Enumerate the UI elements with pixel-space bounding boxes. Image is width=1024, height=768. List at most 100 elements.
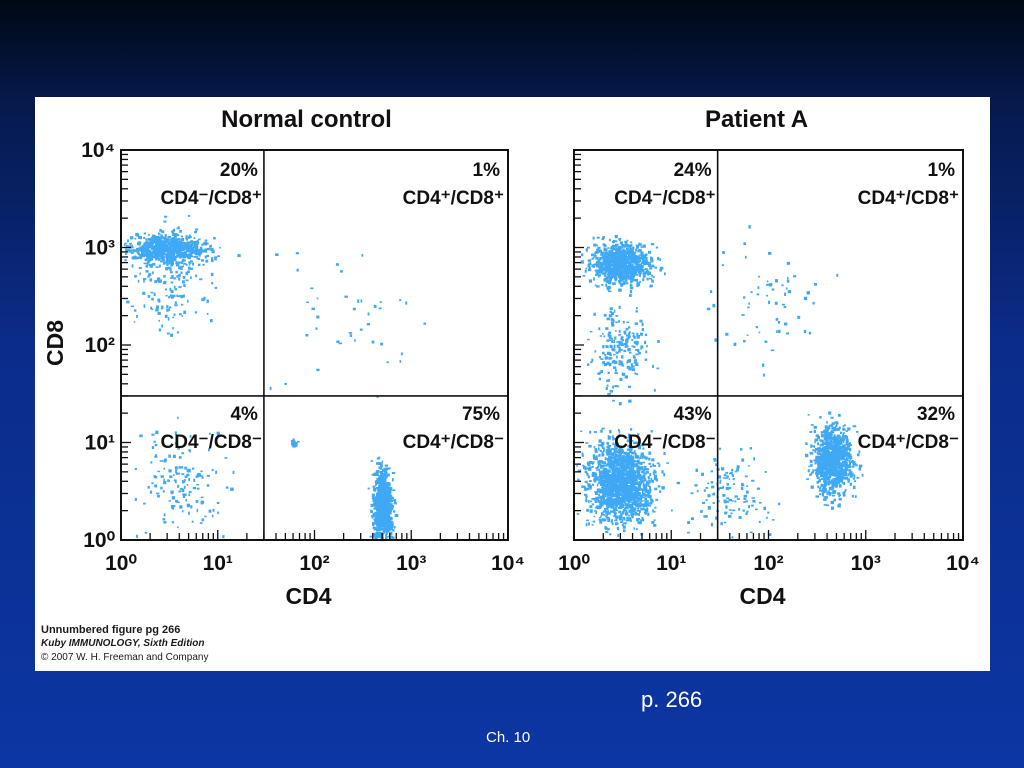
data-point (136, 247, 139, 252)
data-point (592, 454, 596, 457)
data-point (177, 447, 180, 450)
data-point (631, 368, 635, 372)
data-point (159, 249, 162, 253)
data-point (624, 501, 626, 505)
data-point (376, 462, 379, 465)
data-point (615, 243, 619, 246)
data-point (622, 452, 626, 454)
data-point (601, 488, 605, 491)
data-point (597, 372, 601, 375)
data-point (382, 499, 386, 503)
data-point (613, 344, 616, 348)
data-point (614, 507, 617, 510)
data-point (638, 517, 640, 520)
data-point (638, 272, 642, 275)
data-point (598, 516, 601, 519)
data-point (161, 254, 164, 258)
data-point (618, 434, 621, 437)
data-point (588, 279, 593, 283)
data-point (631, 339, 634, 341)
data-point (617, 279, 620, 282)
quadrant-phenotype: CD4⁻/CD8⁺ (161, 188, 262, 209)
data-point (631, 464, 634, 468)
data-point (638, 476, 642, 479)
data-point (380, 514, 383, 517)
data-point (596, 285, 600, 288)
data-point (599, 263, 603, 266)
data-point (386, 502, 390, 506)
data-point (161, 240, 164, 244)
data-point (208, 509, 212, 513)
data-point (378, 480, 381, 484)
data-point (144, 253, 148, 257)
data-point (622, 260, 626, 263)
data-point (290, 439, 293, 442)
data-point (604, 353, 607, 356)
data-point (629, 487, 634, 490)
data-point (645, 260, 648, 263)
data-point (626, 486, 630, 489)
data-point (187, 236, 190, 239)
data-point (389, 509, 392, 512)
data-point (185, 247, 189, 250)
data-point (604, 457, 607, 461)
data-point (635, 260, 638, 263)
data-point (134, 468, 137, 471)
data-point (599, 505, 602, 509)
data-point (584, 480, 587, 483)
data-point (621, 469, 623, 472)
data-point (621, 510, 624, 515)
data-point (622, 522, 625, 525)
data-point (605, 481, 608, 484)
data-point (179, 313, 182, 316)
data-point (647, 457, 651, 460)
data-point (394, 514, 399, 517)
data-point (603, 272, 607, 275)
data-point (603, 487, 606, 490)
data-point (589, 509, 592, 514)
data-point (664, 272, 666, 276)
data-point (146, 246, 149, 248)
data-point (389, 523, 392, 526)
data-point (629, 276, 633, 279)
data-point (628, 326, 631, 329)
data-point (606, 507, 609, 510)
data-point (602, 492, 606, 495)
data-point (621, 244, 625, 246)
data-point (599, 481, 602, 485)
data-point (375, 513, 378, 517)
data-point (216, 431, 220, 436)
data-point (144, 244, 147, 247)
data-point (617, 253, 622, 255)
data-point (606, 494, 609, 498)
data-point (306, 301, 309, 304)
data-point (593, 277, 595, 281)
data-point (153, 239, 155, 243)
data-point (608, 250, 612, 254)
data-point (621, 258, 625, 261)
data-point (377, 487, 380, 491)
data-point (143, 232, 146, 235)
data-point (201, 243, 204, 246)
data-point (636, 470, 639, 473)
data-point (190, 241, 194, 245)
data-point (284, 383, 287, 385)
data-point (151, 241, 154, 244)
data-point (629, 469, 632, 472)
data-point (616, 259, 620, 263)
data-point (625, 509, 628, 513)
data-point (311, 307, 315, 311)
data-point (629, 284, 632, 288)
data-point (607, 279, 609, 283)
data-point (174, 301, 177, 305)
data-point (603, 314, 607, 317)
data-point (605, 345, 608, 348)
data-point (652, 463, 655, 467)
data-point (172, 240, 175, 243)
data-point (185, 498, 187, 502)
data-point (635, 496, 639, 500)
data-point (143, 262, 147, 265)
data-point (635, 268, 639, 271)
data-point (588, 262, 591, 265)
data-point (640, 519, 642, 522)
